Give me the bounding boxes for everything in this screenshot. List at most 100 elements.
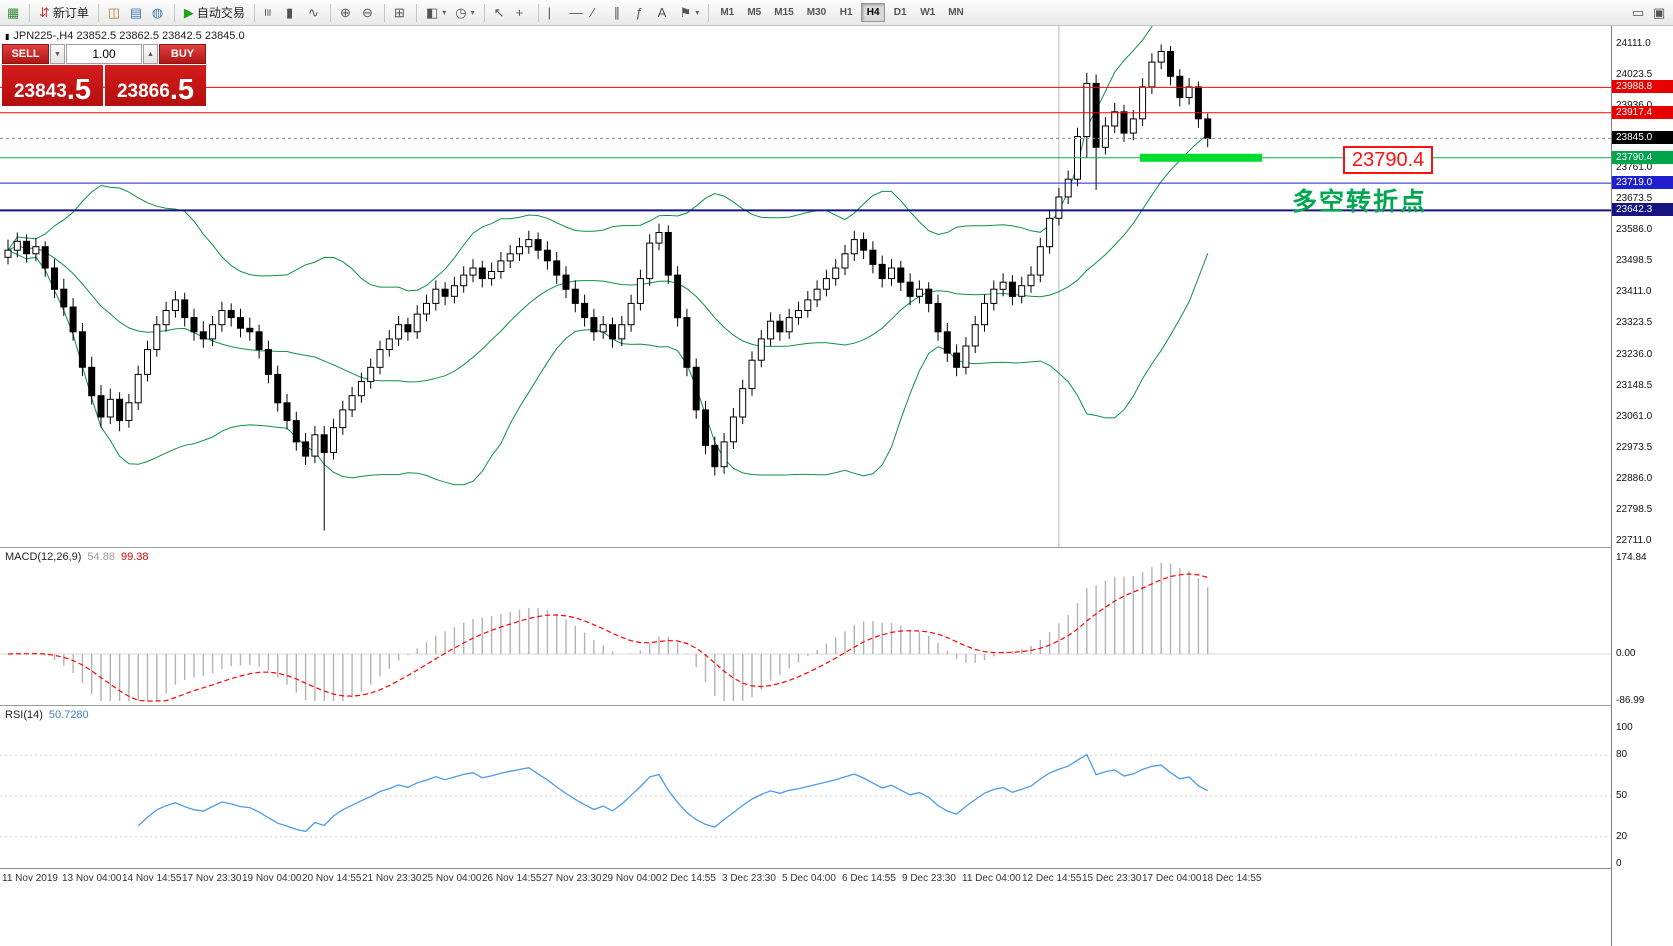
time-label: 6 Dec 14:55 <box>842 873 896 884</box>
toolbar-separator <box>97 3 99 22</box>
arrow-tools-button[interactable]: ⚑ ▾ <box>676 2 704 23</box>
volume-increase-button[interactable]: ▲ <box>143 44 158 64</box>
crosshair-icon: + <box>515 5 524 20</box>
market-watch-button[interactable]: ▤ <box>126 2 147 23</box>
toolbar-separator <box>415 3 417 22</box>
timeframe-h4-button[interactable]: H4 <box>861 3 886 22</box>
zoom-out-button[interactable]: ⊖ <box>358 2 379 23</box>
macd-panel[interactable]: MACD(12,26,9) 54.88 99.38 <box>0 547 1611 705</box>
time-axis[interactable]: 11 Nov 2019 13 Nov 04:00 14 Nov 14:55 17 No… <box>0 868 1611 895</box>
zoom-in-button[interactable]: ⊕ <box>336 2 357 23</box>
timeframe-d1-button[interactable]: D1 <box>888 3 912 22</box>
channel-button[interactable]: ∥ <box>610 2 631 23</box>
price-tick: 23148.5 <box>1616 379 1653 391</box>
macd-tick: 174.84 <box>1616 551 1647 563</box>
profiles-button[interactable]: ◷ ▾ <box>451 2 478 23</box>
price-chart-panel[interactable]: ▮ JPN225-,H4 23852.5 23862.5 23842.5 238… <box>0 26 1611 547</box>
price-tick: 24023.5 <box>1616 69 1653 81</box>
timeframe-m1-button[interactable]: M1 <box>715 3 739 22</box>
price-axis[interactable]: 24111.024023.523936.023848.523761.023673… <box>1611 26 1673 946</box>
toolbar-separator <box>483 3 485 22</box>
new-order-button[interactable]: ⇵ 新订单 <box>35 2 93 23</box>
macd-main-value: 54.88 <box>87 551 115 563</box>
rsi-value: 50.7280 <box>48 709 89 721</box>
price-tick: 23673.5 <box>1616 193 1653 205</box>
timeframe-w1-button[interactable]: W1 <box>915 3 940 22</box>
line-chart-button[interactable]: ∿ <box>304 2 325 23</box>
price-line-tag: 23988.8 <box>1612 80 1673 94</box>
price-tick: 22973.5 <box>1616 441 1653 453</box>
price-tick: 23586.0 <box>1616 224 1653 236</box>
time-label: 12 Dec 14:55 <box>1022 873 1082 884</box>
autotrading-icon: ▶ <box>183 5 194 20</box>
buy-price[interactable]: 23866.5 <box>105 65 206 106</box>
price-callout[interactable]: 23790.4 <box>1343 146 1434 174</box>
vertical-line-icon: | <box>547 5 551 20</box>
navigator-button[interactable]: ◍ <box>148 2 169 23</box>
new-order-button-label: 新订单 <box>52 6 89 20</box>
new-chart-window-button[interactable]: ▦ <box>3 2 24 23</box>
price-line-tag: 23790.4 <box>1612 150 1673 164</box>
charts-button[interactable]: ◫ <box>104 2 125 23</box>
text-button[interactable]: A <box>654 2 675 23</box>
new-chart-button[interactable]: ◧ ▾ <box>422 2 450 23</box>
fibonacci-button[interactable]: ƒ <box>632 2 653 23</box>
sell-price-main: 23843 <box>13 81 67 102</box>
sell-price[interactable]: 23843.5 <box>2 65 103 106</box>
volume-decrease-button[interactable]: ▼ <box>50 44 65 64</box>
crosshair-button[interactable]: + <box>512 2 533 23</box>
zoom-in-icon: ⊕ <box>339 5 351 20</box>
fibonacci-icon: ƒ <box>635 5 643 20</box>
pivot-annotation[interactable]: 多空转折点 <box>1292 188 1428 216</box>
panel-toggle-icon: ▣ <box>1653 5 1666 20</box>
horizontal-line-button[interactable]: — <box>566 2 587 23</box>
timeframe-m5-button[interactable]: M5 <box>742 3 766 22</box>
cursor-button[interactable]: ↖ <box>490 2 511 23</box>
toolbar-separator <box>173 3 175 22</box>
candlestick-chart-button[interactable]: ▮ <box>282 2 303 23</box>
price-tick: 23936.0 <box>1616 100 1652 111</box>
line-chart-icon: ∿ <box>307 5 319 20</box>
time-label: 9 Dec 23:30 <box>902 873 956 884</box>
panel-toggle-button[interactable]: ▣ <box>1649 2 1670 23</box>
zoom-out-icon: ⊖ <box>361 5 373 20</box>
candlestick-plot[interactable] <box>0 26 1611 547</box>
macd-plot[interactable] <box>0 548 1611 705</box>
timeframe-m15-button[interactable]: M15 <box>769 3 798 22</box>
rsi-label: RSI(14) 50.7280 <box>5 709 89 721</box>
autotrading-button[interactable]: ▶ 自动交易 <box>180 2 249 23</box>
time-label: 11 Dec 04:00 <box>962 873 1021 884</box>
horizontal-line-icon: — <box>569 5 583 20</box>
timeframe-mn-button[interactable]: MN <box>943 3 969 22</box>
macd-tick: 0.00 <box>1616 648 1636 659</box>
candlestick-chart-icon: ▮ <box>285 5 294 20</box>
rsi-tick: 50 <box>1616 790 1628 801</box>
rsi-panel[interactable]: RSI(14) 50.7280 <box>0 705 1611 868</box>
timeframe-m30-button[interactable]: M30 <box>802 3 831 22</box>
navigator-icon: ◍ <box>151 5 164 20</box>
trendline-button[interactable]: ∕ <box>588 2 609 23</box>
quick-edit-button[interactable]: ▭ <box>1628 2 1649 23</box>
channel-icon: ∥ <box>613 5 621 20</box>
price-tick: 23411.0 <box>1616 286 1652 298</box>
time-label: 20 Nov 14:55 <box>302 873 362 884</box>
buy-button[interactable]: BUY <box>159 44 206 64</box>
price-tick: 23236.0 <box>1616 348 1653 360</box>
toolbar: ▦ ⇵ 新订单 ◫ ▤ ◍ ▶ 自动交易 ≡ ▮ ∿ ⊕ ⊖ ⊞ ◧ ▾ ◷ ▾ ↖ + | — ∕ ∥ ƒ A ⚑ ▾ M1 M5 M15… <box>0 0 1673 26</box>
autotrading-button-label: 自动交易 <box>196 6 245 20</box>
volume-input[interactable] <box>66 44 142 64</box>
toolbar-separator <box>29 3 30 22</box>
timeframe-h1-button[interactable]: H1 <box>834 3 858 22</box>
time-label: 2 Dec 14:55 <box>662 873 716 884</box>
vertical-line-button[interactable]: | <box>544 2 565 23</box>
time-label: 14 Nov 14:55 <box>122 873 182 884</box>
time-label: 11 Nov 2019 <box>2 873 58 884</box>
sell-button[interactable]: SELL <box>2 44 49 64</box>
market-watch-icon: ▤ <box>129 5 143 20</box>
chevron-down-icon: ▾ <box>695 8 700 17</box>
macd-label: MACD(12,26,9) 54.88 99.38 <box>5 551 148 563</box>
bar-chart-button[interactable]: ≡ <box>260 2 281 23</box>
tile-windows-button[interactable]: ⊞ <box>390 2 411 23</box>
rsi-plot[interactable] <box>0 706 1611 868</box>
